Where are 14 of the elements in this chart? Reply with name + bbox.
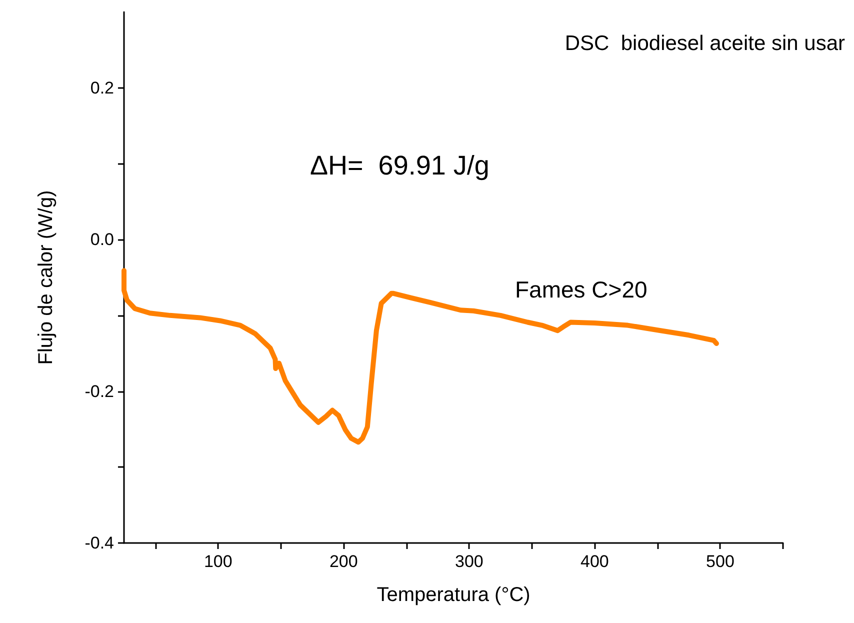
x-tick-label: 200: [329, 552, 358, 571]
annotation: Fames C>20: [515, 276, 648, 302]
text: DSC biodiesel aceite sin usar: [564, 32, 846, 55]
x-tick-label: 300: [455, 552, 484, 571]
x-axis-title: Temperatura (°C): [376, 584, 530, 606]
y-tick-label: 0.2: [90, 78, 114, 98]
y-tick-label: 0.0: [90, 230, 114, 250]
x-tick-label: 400: [580, 552, 609, 571]
y-tick-label: -0.4: [84, 534, 114, 552]
annotation: ΔH= 69.91 J/g: [310, 150, 490, 180]
x-tick-label: 500: [706, 552, 734, 571]
x-tick-label: 100: [204, 552, 232, 571]
y-axis-title: Flujo de calor (W/g): [35, 190, 57, 365]
y-tick-label: -0.2: [84, 382, 114, 401]
